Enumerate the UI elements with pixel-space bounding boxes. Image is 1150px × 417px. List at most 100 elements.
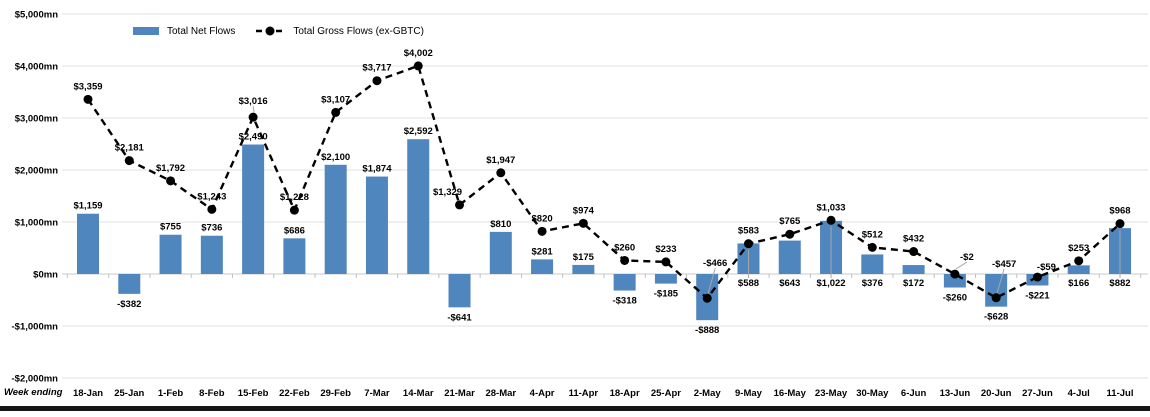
gross-flows-label: $3,359 — [73, 81, 102, 92]
net-flows-bar-label: $588 — [738, 278, 759, 289]
gross-flows-label: $1,243 — [197, 191, 226, 202]
x-tick-label: 20-Jun — [981, 388, 1012, 399]
gross-flows-dot — [620, 255, 630, 265]
x-tick-label: 16-May — [774, 388, 807, 399]
gross-flows-label: $432 — [903, 234, 924, 245]
net-flows-bar-label: $281 — [532, 246, 554, 257]
gross-flows-label: $512 — [862, 229, 883, 240]
net-flows-bar — [531, 259, 554, 274]
x-tick-label: 25-Jan — [114, 388, 144, 399]
x-tick-label: 29-Feb — [320, 388, 351, 399]
y-tick-label: -$1,000mn — [12, 322, 59, 333]
line-label-leader-line — [996, 268, 1005, 293]
chart-legend: Total Net Flows Total Gross Flows (ex-GB… — [133, 25, 424, 37]
net-flows-bar-label: -$628 — [984, 312, 1008, 323]
legend-label-net-flows: Total Net Flows — [167, 25, 236, 37]
gross-flows-dot — [248, 112, 258, 122]
gross-flows-dot — [743, 239, 753, 249]
net-flows-bar — [654, 274, 677, 284]
gross-flows-label: $583 — [738, 226, 759, 237]
gross-flows-label: $1,329 — [433, 187, 462, 198]
y-tick-label: $1,000mn — [15, 218, 59, 229]
net-flows-bar-label: $1,022 — [817, 278, 846, 289]
gross-flows-label: $2,181 — [115, 143, 145, 154]
y-tick-label: $4,000mn — [15, 62, 59, 73]
net-flows-bar — [489, 231, 512, 274]
gross-flows-label: $1,033 — [817, 202, 846, 213]
gross-flows-dot — [455, 200, 465, 210]
x-tick-label: 1-Feb — [158, 388, 184, 399]
gross-flows-dot — [867, 242, 877, 252]
line-label-leader-line — [955, 261, 968, 270]
bottom-divider — [0, 406, 1150, 411]
gross-flows-label: $1,792 — [156, 163, 185, 174]
net-flows-bar-label: $755 — [160, 222, 182, 233]
line-label-leader-line — [707, 268, 716, 294]
gross-flows-label: $765 — [779, 216, 801, 227]
net-flows-bar — [365, 176, 388, 274]
gross-flows-dot — [166, 176, 176, 186]
gross-flows-label: $974 — [573, 205, 595, 216]
net-flows-bar-label: $2,100 — [321, 152, 350, 163]
net-flows-bar-label: -$641 — [447, 312, 472, 323]
net-flows-bar — [902, 265, 925, 274]
x-tick-label: 15-Feb — [238, 388, 269, 399]
net-flows-bar — [407, 139, 430, 274]
gross-flows-dot — [496, 168, 506, 178]
x-tick-label: 7-Mar — [364, 388, 390, 399]
gross-flows-dot — [207, 204, 217, 214]
legend-label-gross-flows: Total Gross Flows (ex-GBTC) — [293, 25, 424, 37]
net-flows-bar — [778, 240, 801, 274]
gross-flows-dot — [661, 257, 671, 267]
net-flows-bar-label: $175 — [573, 252, 595, 263]
net-flows-bar-label: $686 — [284, 225, 305, 236]
line-label-leader-line — [252, 106, 255, 113]
gross-flows-dot — [331, 107, 341, 117]
x-axis-title: Week ending — [4, 387, 63, 398]
net-flows-bar — [613, 274, 636, 291]
net-flows-swatch-icon — [133, 27, 159, 35]
y-tick-label: $5,000mn — [15, 10, 59, 21]
net-flows-bar-label: $1,874 — [362, 164, 392, 175]
gross-flows-dot — [124, 156, 134, 166]
x-tick-label: 21-Mar — [444, 388, 475, 399]
gross-flows-dot — [1032, 272, 1042, 282]
gross-flows-label: $233 — [655, 244, 676, 255]
gross-flows-label: -$59 — [1037, 262, 1056, 273]
y-tick-label: $0mn — [33, 270, 58, 281]
net-flows-bar — [861, 254, 884, 274]
net-flows-bar-label: $810 — [490, 219, 511, 230]
net-flows-bar — [159, 234, 182, 274]
gross-flows-label: -$2 — [960, 252, 974, 263]
gross-flows-dot — [909, 247, 919, 257]
gross-flows-label: $3,717 — [362, 63, 391, 74]
net-flows-bar — [283, 238, 306, 274]
net-flows-bar — [572, 264, 595, 274]
x-tick-label: 11-Jul — [1107, 388, 1134, 399]
x-tick-label: 4-Jul — [1068, 388, 1090, 399]
net-flows-bar-label: $643 — [779, 278, 800, 289]
net-flows-bar-label: $376 — [862, 278, 883, 289]
gross-flows-dot — [289, 205, 299, 215]
net-flows-bar-label: -$260 — [943, 293, 967, 304]
gross-flows-label: -$466 — [703, 258, 727, 269]
net-flows-bar-label: -$382 — [117, 299, 141, 310]
y-tick-label: -$2,000mn — [12, 374, 59, 385]
net-flows-bar-label: $166 — [1068, 278, 1089, 289]
x-tick-label: 22-Feb — [279, 388, 310, 399]
gross-flows-label: $820 — [532, 213, 553, 224]
gross-flows-label: $3,107 — [321, 94, 350, 105]
net-flows-bar-label: $736 — [201, 223, 222, 234]
x-tick-label: 18-Apr — [610, 388, 640, 399]
net-flows-bar-label: -$185 — [654, 289, 679, 300]
net-flows-bar-label: $2,490 — [239, 132, 268, 143]
net-flows-bar — [118, 274, 141, 294]
net-flows-bar-label: -$318 — [612, 296, 636, 307]
x-tick-label: 18-Jan — [73, 388, 103, 399]
x-tick-label: 6-Jun — [901, 388, 927, 399]
gross-flows-label: $1,947 — [486, 155, 515, 166]
gross-flows-dot — [83, 94, 93, 104]
x-tick-label: 28-Mar — [485, 388, 516, 399]
